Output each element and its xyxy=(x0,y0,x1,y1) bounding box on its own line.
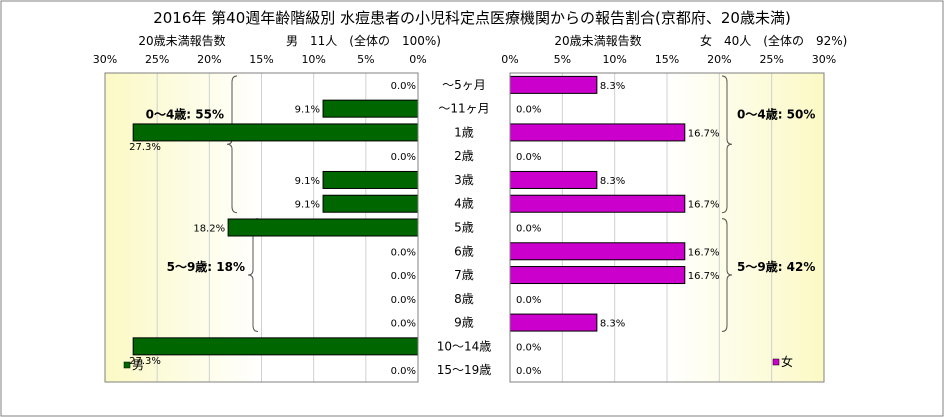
female-bar xyxy=(509,75,598,94)
male-tick-label: 15% xyxy=(249,53,273,66)
female-tick-label: 15% xyxy=(655,53,679,66)
female-group-label: 5～9歳: 42% xyxy=(737,259,815,274)
female-value-label: 16.7% xyxy=(688,200,720,211)
male-group-label: 0～4歳: 55% xyxy=(146,106,224,121)
female-group-bracket xyxy=(721,75,733,214)
female-legend-swatch xyxy=(772,358,780,366)
category-label: ～5ヶ月 xyxy=(442,78,486,92)
male-header: 男 11人 (全体の 100%) xyxy=(286,33,441,48)
female-value-label: 8.3% xyxy=(600,176,625,187)
female-bar xyxy=(509,266,686,285)
female-tick-label: 20% xyxy=(707,53,731,66)
male-value-label: 27.3% xyxy=(129,142,161,153)
male-value-label: 0.0% xyxy=(391,366,416,377)
category-label: ～11ヶ月 xyxy=(438,102,489,116)
category-label: 6歳 xyxy=(454,244,474,258)
category-label: 5歳 xyxy=(454,221,474,235)
female-value-label: 0.0% xyxy=(516,152,541,163)
female-bar xyxy=(509,194,686,213)
male-value-label: 18.2% xyxy=(193,224,225,235)
male-bar xyxy=(132,123,419,142)
female-value-label: 8.3% xyxy=(600,319,625,330)
category-label: 4歳 xyxy=(454,197,474,211)
male-tick-label: 20% xyxy=(197,53,221,66)
male-value-label: 27.3% xyxy=(129,356,161,367)
category-label: 10～14歳 xyxy=(437,339,492,353)
female-legend-label: 女 xyxy=(781,354,793,369)
male-bar xyxy=(322,99,419,118)
category-label: 2歳 xyxy=(454,149,474,163)
female-bar xyxy=(509,313,598,332)
male-value-label: 9.1% xyxy=(295,176,320,187)
female-tick-label: 5% xyxy=(554,53,571,66)
male-bar xyxy=(132,337,419,356)
male-tick-label: 0% xyxy=(409,53,426,66)
female-value-label: 16.7% xyxy=(688,128,720,139)
female-plot-border xyxy=(509,72,825,383)
male-group-label: 5～9歳: 18% xyxy=(167,259,245,274)
category-label: 9歳 xyxy=(454,316,474,330)
female-axis-label: 20歳未満報告数 xyxy=(554,33,641,48)
female-value-label: 0.0% xyxy=(516,224,541,235)
female-tick-label: 10% xyxy=(602,53,626,66)
female-value-label: 0.0% xyxy=(516,295,541,306)
male-value-label: 0.0% xyxy=(391,152,416,163)
female-value-label: 0.0% xyxy=(516,342,541,353)
male-group-bracket xyxy=(226,75,238,214)
male-value-label: 0.0% xyxy=(391,295,416,306)
female-value-label: 0.0% xyxy=(516,105,541,116)
female-value-label: 8.3% xyxy=(600,81,625,92)
male-value-label: 0.0% xyxy=(391,247,416,258)
female-group-label: 0～4歳: 50% xyxy=(737,106,815,121)
male-value-label: 9.1% xyxy=(295,200,320,211)
male-tick-label: 5% xyxy=(357,53,374,66)
male-tick-label: 30% xyxy=(93,53,117,66)
male-legend-swatch xyxy=(123,361,131,369)
female-group-bracket xyxy=(721,218,733,332)
female-value-label: 0.0% xyxy=(516,366,541,377)
category-label: 1歳 xyxy=(454,125,474,139)
male-bar xyxy=(322,194,419,213)
category-label: 7歳 xyxy=(454,268,474,282)
male-tick-label: 10% xyxy=(301,53,325,66)
male-bar xyxy=(322,170,419,189)
female-bar xyxy=(509,170,598,189)
female-tick-label: 30% xyxy=(812,53,836,66)
chart-title: 2016年 第40週年齢階級別 水痘患者の小児科定点医療機関からの報告割合(京都… xyxy=(153,9,791,27)
male-value-label: 0.0% xyxy=(391,319,416,330)
male-legend-label: 男 xyxy=(132,358,144,372)
female-bar xyxy=(509,123,686,142)
male-value-label: 9.1% xyxy=(295,105,320,116)
male-value-label: 0.0% xyxy=(391,81,416,92)
male-tick-label: 25% xyxy=(145,53,169,66)
female-value-label: 16.7% xyxy=(688,247,720,258)
female-bar xyxy=(509,242,686,261)
female-value-label: 16.7% xyxy=(688,271,720,282)
female-header: 女 40人 (全体の 92%) xyxy=(700,33,847,48)
male-plot-border xyxy=(104,72,419,383)
male-axis-label: 20歳未満報告数 xyxy=(138,33,225,48)
category-label: 8歳 xyxy=(454,292,474,306)
category-label: 3歳 xyxy=(454,173,474,187)
female-tick-label: 0% xyxy=(501,53,518,66)
male-bar xyxy=(227,218,419,237)
male-value-label: 0.0% xyxy=(391,271,416,282)
female-tick-label: 25% xyxy=(759,53,783,66)
category-label: 15～19歳 xyxy=(437,363,492,377)
